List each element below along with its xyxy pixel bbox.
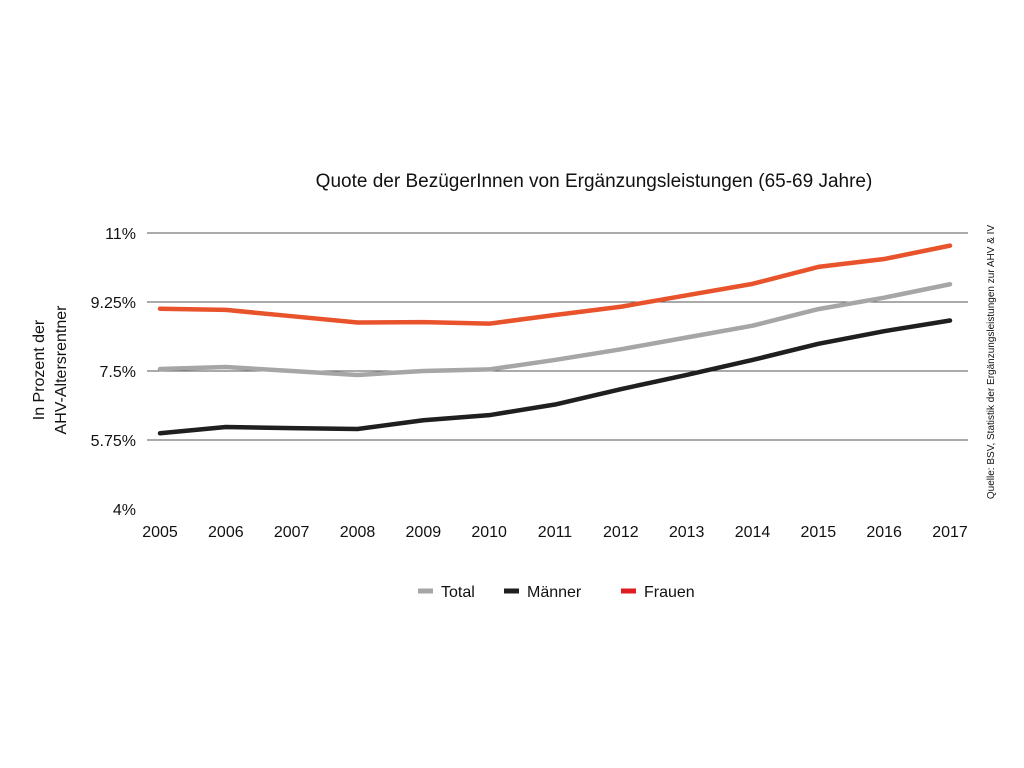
- series-line-frauen: [157, 243, 953, 326]
- y-axis-label-line-1: In Prozent der: [31, 319, 48, 420]
- x-tick-label: 2010: [471, 524, 507, 541]
- x-tick-label: 2016: [866, 524, 902, 541]
- chart-title: Quote der BezügerInnen von Ergänzungslei…: [316, 171, 873, 192]
- x-tick-labels: 2005 2006 2007 2008 2009 2010 2011 2012 2013 2014…: [142, 524, 968, 541]
- series-line-maenner: [157, 318, 953, 436]
- y-tick-label: 9.25%: [91, 295, 136, 312]
- y-axis-label-line-2: AHV-Altersrentner: [53, 305, 70, 435]
- legend-label: Männer: [527, 584, 582, 601]
- x-tick-label: 2006: [208, 524, 244, 541]
- x-tick-label: 2005: [142, 524, 178, 541]
- y-tick-label: 11%: [105, 226, 136, 243]
- x-tick-label: 2014: [735, 524, 771, 541]
- legend-label: Frauen: [644, 584, 695, 601]
- series-line-total: [157, 282, 953, 378]
- y-tick-label: 7.5%: [100, 364, 136, 381]
- series-lines: [157, 243, 953, 436]
- x-tick-label: 2012: [603, 524, 639, 541]
- x-tick-label: 2009: [406, 524, 442, 541]
- legend: Total Männer Frauen: [418, 584, 695, 601]
- x-tick-label: 2013: [669, 524, 705, 541]
- x-tick-label: 2015: [801, 524, 837, 541]
- x-tick-label: 2017: [932, 524, 968, 541]
- y-tick-labels: 4% 5.75% 7.5% 9.25% 11%: [91, 226, 136, 519]
- legend-label: Total: [441, 584, 475, 601]
- y-tick-label: 5.75%: [91, 433, 136, 450]
- x-tick-label: 2008: [340, 524, 376, 541]
- y-tick-label: 4%: [113, 502, 136, 519]
- x-tick-label: 2011: [538, 524, 573, 541]
- source-note: Quelle: BSV, Statistik der Ergänzungslei…: [986, 225, 997, 500]
- x-tick-label: 2007: [274, 524, 310, 541]
